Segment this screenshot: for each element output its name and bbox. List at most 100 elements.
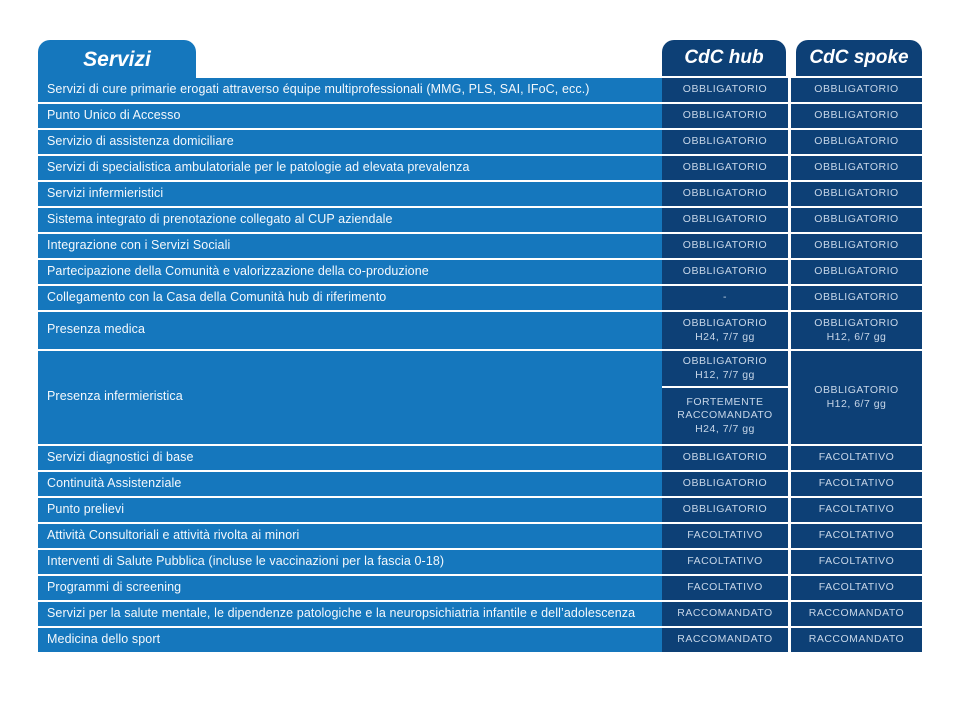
spoke-cell: FACOLTATIVO <box>791 576 922 600</box>
spoke-cell: OBBLIGATORIO <box>791 156 922 180</box>
services-requirements-table: Servizi CdC hub CdC spoke Servizi di cur… <box>38 40 922 652</box>
table-row: Servizio di assistenza domiciliare OBBLIG… <box>38 130 922 154</box>
hub-subcell-top: OBBLIGATORIO H12, 7/7 gg <box>662 351 788 386</box>
table-row: Medicina dello sport RACCOMANDATO RACCOMAN… <box>38 628 922 652</box>
table-row: Punto Unico di Accesso OBBLIGATORIO OBBLIG… <box>38 104 922 128</box>
service-label: Servizi diagnostici di base <box>38 446 662 470</box>
hub-value: OBBLIGATORIO <box>662 182 788 206</box>
spoke-cell: OBBLIGATORIO <box>791 234 922 258</box>
service-label: Integrazione con i Servizi Sociali <box>38 234 662 258</box>
hub-value: OBBLIGATORIO H24, 7/7 gg <box>662 312 788 349</box>
spoke-value: FACOLTATIVO <box>791 472 922 496</box>
hub-cell: OBBLIGATORIO <box>662 234 788 258</box>
spoke-cell: OBBLIGATORIO <box>791 182 922 206</box>
spoke-value: OBBLIGATORIO <box>791 78 922 102</box>
hub-cell: FACOLTATIVO <box>662 576 788 600</box>
table-rows: Servizi di cure primarie erogati attrave… <box>38 78 922 652</box>
hub-value: RACCOMANDATO <box>662 628 788 652</box>
hub-value: FACOLTATIVO <box>662 576 788 600</box>
service-label: Medicina dello sport <box>38 628 662 652</box>
service-label: Attività Consultoriali e attività rivolt… <box>38 524 662 548</box>
table-row: Sistema integrato di prenotazione colleg… <box>38 208 922 232</box>
spoke-value: OBBLIGATORIO <box>791 208 922 232</box>
hub-cell: RACCOMANDATO <box>662 602 788 626</box>
hub-cell: OBBLIGATORIO <box>662 446 788 470</box>
spoke-value: OBBLIGATORIO H12, 6/7 gg <box>791 351 922 444</box>
hub-cell: - <box>662 286 788 310</box>
hub-cell: OBBLIGATORIO <box>662 156 788 180</box>
service-label: Partecipazione della Comunità e valorizz… <box>38 260 662 284</box>
spoke-value: OBBLIGATORIO <box>791 286 922 310</box>
hub-subcell-bottom: FORTEMENTE RACCOMANDATO H24, 7/7 gg <box>662 388 788 444</box>
table-row: Servizi infermieristici OBBLIGATORIO OBBLI… <box>38 182 922 206</box>
table-row: Punto prelievi OBBLIGATORIO FACOLTATIVO <box>38 498 922 522</box>
table-row: Partecipazione della Comunità e valorizz… <box>38 260 922 284</box>
spoke-cell: RACCOMANDATO <box>791 628 922 652</box>
service-label: Programmi di screening <box>38 576 662 600</box>
hub-value: OBBLIGATORIO <box>662 234 788 258</box>
service-label: Continuità Assistenziale <box>38 472 662 496</box>
hub-value: RACCOMANDATO <box>662 602 788 626</box>
spoke-value: FACOLTATIVO <box>791 550 922 574</box>
spoke-cell: OBBLIGATORIO <box>791 260 922 284</box>
spoke-cell: OBBLIGATORIO <box>791 286 922 310</box>
table-row: Integrazione con i Servizi Sociali OBBLIG… <box>38 234 922 258</box>
hub-cell: OBBLIGATORIO <box>662 130 788 154</box>
service-label: Interventi di Salute Pubblica (incluse l… <box>38 550 662 574</box>
tab-servizi: Servizi <box>38 40 196 80</box>
hub-value: OBBLIGATORIO <box>662 208 788 232</box>
table-header: Servizi CdC hub CdC spoke <box>38 40 922 80</box>
service-label: Sistema integrato di prenotazione colleg… <box>38 208 662 232</box>
table-row: Attività Consultoriali e attività rivolt… <box>38 524 922 548</box>
hub-cell: OBBLIGATORIO H24, 7/7 gg <box>662 312 788 349</box>
hub-cell: OBBLIGATORIO <box>662 208 788 232</box>
spoke-value: OBBLIGATORIO H12, 6/7 gg <box>791 312 922 349</box>
hub-value: FACOLTATIVO <box>662 524 788 548</box>
spoke-cell: FACOLTATIVO <box>791 524 922 548</box>
spoke-value: FACOLTATIVO <box>791 498 922 522</box>
hub-cell: OBBLIGATORIO <box>662 78 788 102</box>
table-row: Servizi di cure primarie erogati attrave… <box>38 78 922 102</box>
hub-cell: OBBLIGATORIO H12, 7/7 gg FORTEMENTE RACCOMA… <box>662 351 788 444</box>
spoke-cell: OBBLIGATORIO <box>791 104 922 128</box>
hub-value: OBBLIGATORIO <box>662 130 788 154</box>
hub-cell: OBBLIGATORIO <box>662 104 788 128</box>
hub-value: OBBLIGATORIO <box>662 156 788 180</box>
table-row: Continuità Assistenziale OBBLIGATORIO FACO… <box>38 472 922 496</box>
spoke-cell: FACOLTATIVO <box>791 550 922 574</box>
hub-value: FACOLTATIVO <box>662 550 788 574</box>
hub-value: OBBLIGATORIO <box>662 498 788 522</box>
spoke-cell: OBBLIGATORIO H12, 6/7 gg <box>791 312 922 349</box>
spoke-value: OBBLIGATORIO <box>791 130 922 154</box>
hub-value: OBBLIGATORIO <box>662 78 788 102</box>
hub-value: OBBLIGATORIO <box>662 104 788 128</box>
service-label: Presenza infermieristica <box>38 351 662 444</box>
service-label: Servizi di specialistica ambulatoriale p… <box>38 156 662 180</box>
service-label: Collegamento con la Casa della Comunità … <box>38 286 662 310</box>
service-label: Servizi infermieristici <box>38 182 662 206</box>
spoke-value: OBBLIGATORIO <box>791 260 922 284</box>
spoke-cell: FACOLTATIVO <box>791 498 922 522</box>
spoke-cell: FACOLTATIVO <box>791 472 922 496</box>
service-label: Presenza medica <box>38 312 662 349</box>
service-label: Punto prelievi <box>38 498 662 522</box>
hub-cell: RACCOMANDATO <box>662 628 788 652</box>
spoke-value: OBBLIGATORIO <box>791 234 922 258</box>
spoke-cell: RACCOMANDATO <box>791 602 922 626</box>
hub-cell: OBBLIGATORIO <box>662 182 788 206</box>
spoke-value: FACOLTATIVO <box>791 446 922 470</box>
spoke-cell: FACOLTATIVO <box>791 446 922 470</box>
tab-cdc-spoke: CdC spoke <box>796 40 922 76</box>
spoke-cell: OBBLIGATORIO <box>791 78 922 102</box>
hub-cell: FACOLTATIVO <box>662 524 788 548</box>
table-row: Interventi di Salute Pubblica (incluse l… <box>38 550 922 574</box>
tab-cdc-hub: CdC hub <box>662 40 786 76</box>
hub-cell: OBBLIGATORIO <box>662 260 788 284</box>
table-row: Servizi diagnostici di base OBBLIGATORIO F… <box>38 446 922 470</box>
spoke-cell: OBBLIGATORIO <box>791 130 922 154</box>
spoke-value: OBBLIGATORIO <box>791 156 922 180</box>
hub-value: OBBLIGATORIO <box>662 472 788 496</box>
table-row: Programmi di screening FACOLTATIVO FACOLTA… <box>38 576 922 600</box>
table-row: Presenza infermieristica OBBLIGATORIO H12,… <box>38 351 922 444</box>
